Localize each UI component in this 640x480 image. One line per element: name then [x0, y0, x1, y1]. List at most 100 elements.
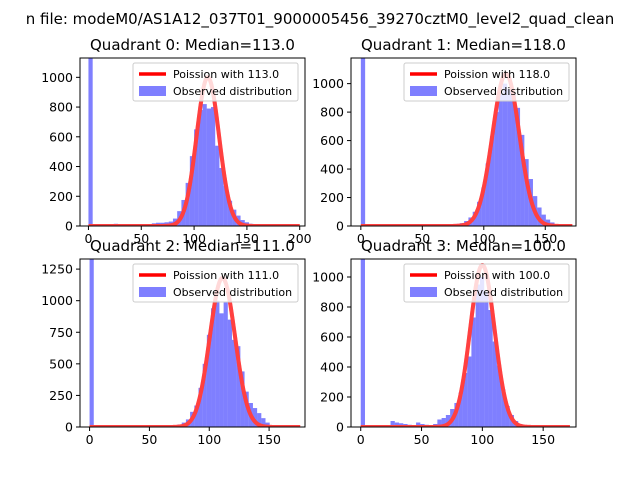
y-tick-label: 1000	[312, 76, 344, 91]
x-tick-label: 50	[133, 231, 149, 246]
y-tick-label: 1000	[41, 293, 73, 308]
histogram-bar	[89, 259, 94, 427]
axes-frame	[350, 57, 577, 227]
axes-frame	[79, 258, 306, 428]
histogram-bar	[515, 107, 521, 226]
legend: Poission with 111.0 Observed distribution	[132, 263, 299, 303]
histogram-bar	[189, 156, 195, 226]
histogram-bar	[502, 83, 508, 226]
histogram-bar	[252, 408, 258, 427]
histogram-bar	[202, 104, 207, 226]
poisson-curve-line	[86, 75, 302, 226]
poisson-curve-line	[359, 71, 574, 226]
histogram-bar	[475, 284, 480, 427]
histogram-bar	[88, 58, 93, 226]
x-tick-label: 50	[414, 231, 430, 246]
histogram-bar	[240, 371, 245, 427]
histogram-bar	[479, 277, 485, 427]
legend-label-hist: Observed distribution	[444, 85, 563, 98]
histogram-bar	[223, 185, 228, 226]
plot-area	[359, 58, 574, 226]
legend-label-curve: Poission with 113.0	[173, 68, 279, 81]
histogram-bar	[511, 93, 516, 226]
x-tick-label: 0	[357, 432, 365, 447]
legend-label-hist: Observed distribution	[173, 85, 292, 98]
histogram-bar	[236, 346, 241, 427]
histogram-bar	[492, 341, 497, 427]
legend-bar-swatch	[410, 287, 437, 297]
y-tick-label: 500	[49, 356, 73, 371]
y-tick-label: 400	[49, 159, 73, 174]
histogram-bar	[198, 387, 203, 427]
x-tick-label: 150	[531, 432, 555, 447]
histogram-bar	[261, 418, 266, 427]
histogram-bar	[360, 58, 366, 226]
legend: Poission with 113.0 Observed distribution	[132, 62, 299, 102]
legend-bar-swatch	[410, 86, 437, 96]
x-tick-label: 100	[182, 231, 206, 246]
histogram-bar	[485, 163, 490, 226]
x-tick-label: 150	[257, 432, 281, 447]
legend-label-curve: Poission with 111.0	[173, 269, 279, 282]
axes-frame	[79, 57, 306, 227]
y-tick-label: 800	[49, 100, 73, 115]
histogram-bar	[390, 421, 395, 427]
legend-label-hist: Observed distribution	[173, 286, 292, 299]
y-tick-label: 400	[320, 162, 344, 177]
y-tick-label: 1250	[41, 262, 73, 277]
y-tick-label: 0	[336, 420, 344, 435]
histogram-bar	[198, 110, 203, 226]
histogram-bar	[524, 159, 529, 226]
legend-bar-swatch	[139, 287, 166, 297]
legend-frame	[403, 263, 570, 303]
y-tick-label: 1000	[41, 70, 73, 85]
legend-frame	[132, 62, 299, 102]
legend-label-curve: Poission with 118.0	[444, 68, 550, 81]
legend-frame	[132, 263, 299, 303]
x-tick-label: 200	[288, 231, 312, 246]
legend-frame	[403, 62, 570, 102]
x-tick-label: 150	[533, 231, 557, 246]
histogram-bar	[489, 136, 495, 226]
x-tick-label: 0	[357, 231, 365, 246]
histogram-bar	[505, 406, 510, 427]
histogram-bar	[227, 319, 232, 427]
x-tick-label: 50	[414, 432, 430, 447]
y-tick-label: 0	[65, 219, 73, 234]
histogram-bar	[441, 418, 446, 427]
histogram-bar	[437, 419, 442, 427]
histogram-bar	[541, 214, 546, 226]
histogram-bar	[223, 301, 228, 427]
x-tick-label: 100	[470, 432, 494, 447]
legend-label-curve: Poission with 100.0	[444, 269, 550, 282]
legend-label-hist: Observed distribution	[444, 286, 563, 299]
histogram-bar	[210, 107, 216, 226]
histogram-bar	[194, 129, 199, 226]
x-tick-label: 100	[472, 231, 496, 246]
subplot-quadrant-3: 0 50 100 150 0 200 400 600 800 1000 Quadrant 3: Me…	[312, 237, 577, 447]
y-tick-label: 750	[49, 325, 73, 340]
histogram-bar	[471, 317, 476, 427]
histogram-bar	[215, 145, 220, 226]
histogram-bar	[215, 300, 220, 427]
histogram-bar	[360, 259, 365, 427]
figure-suptitle: n file: modeM0/AS1A12_037T01_9000005456_…	[26, 10, 615, 29]
histogram-bar	[231, 339, 237, 427]
histogram-bar	[445, 415, 451, 427]
y-tick-label: 250	[49, 388, 73, 403]
x-tick-label: 150	[235, 231, 259, 246]
histogram-bar	[206, 108, 211, 226]
subplot-quadrant-2: 0 50 100 150 0 250 500 750 1000 1250 Quadrant 2: M…	[41, 237, 306, 447]
histogram-bar	[488, 310, 493, 427]
legend-bar-swatch	[139, 86, 166, 96]
subplot-title: Quadrant 0: Median=113.0	[90, 36, 295, 54]
y-tick-label: 0	[65, 420, 73, 435]
legend: Poission with 100.0 Observed distribution	[403, 263, 570, 303]
histogram-bar	[219, 313, 224, 427]
histogram-bar	[206, 334, 212, 427]
poisson-curve-highlight	[86, 75, 302, 226]
y-tick-label: 0	[336, 219, 344, 234]
subplot-quadrant-1: 0 50 100 150 0 200 400 600 800 1000 Quadrant 1: Me…	[312, 36, 577, 246]
x-tick-label: 100	[197, 432, 221, 447]
